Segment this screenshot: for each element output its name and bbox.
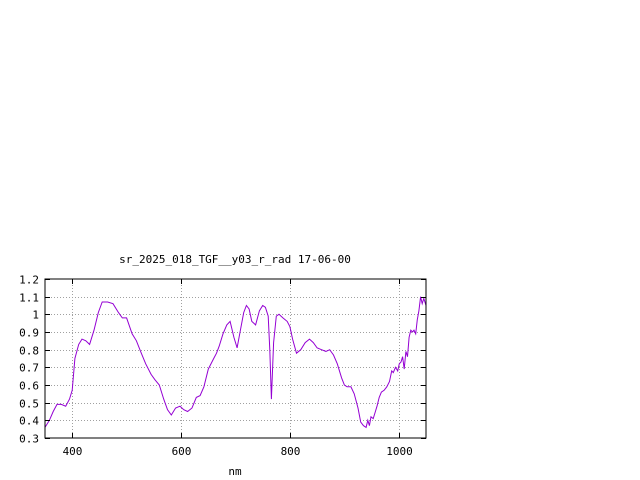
grid-lines xyxy=(45,279,426,438)
series-line xyxy=(44,296,427,429)
plot-frame xyxy=(44,278,427,439)
y-tick-label: 0.3 xyxy=(19,433,39,446)
x-tick-label: 800 xyxy=(281,445,301,458)
y-tick-label: 1.2 xyxy=(19,274,39,287)
series-layer xyxy=(44,296,427,429)
y-tick-label: 0.5 xyxy=(19,398,39,411)
x-axis-label: nm xyxy=(228,465,242,478)
chart-title: sr_2025_018_TGF__y03_r_rad 17-06-00 xyxy=(119,253,351,266)
y-tick-label: 1.1 xyxy=(19,292,39,305)
y-tick-labels: 0.3 0.4 0.5 0.6 0.7 0.8 0.9 1 1.1 1.2 xyxy=(19,274,39,446)
y-tick-label: 0.4 xyxy=(19,415,39,428)
x-tick-label: 400 xyxy=(63,445,83,458)
axis-ticks xyxy=(45,279,426,439)
y-tick-label: 0.9 xyxy=(19,327,39,340)
y-tick-label: 0.6 xyxy=(19,380,39,393)
y-tick-label: 0.8 xyxy=(19,345,39,358)
x-tick-label: 1000 xyxy=(386,445,413,458)
y-tick-label: 0.7 xyxy=(19,362,39,375)
y-tick-label: 1 xyxy=(32,309,39,322)
x-tick-label: 600 xyxy=(172,445,192,458)
x-tick-labels: 400 600 800 1000 xyxy=(63,445,413,458)
